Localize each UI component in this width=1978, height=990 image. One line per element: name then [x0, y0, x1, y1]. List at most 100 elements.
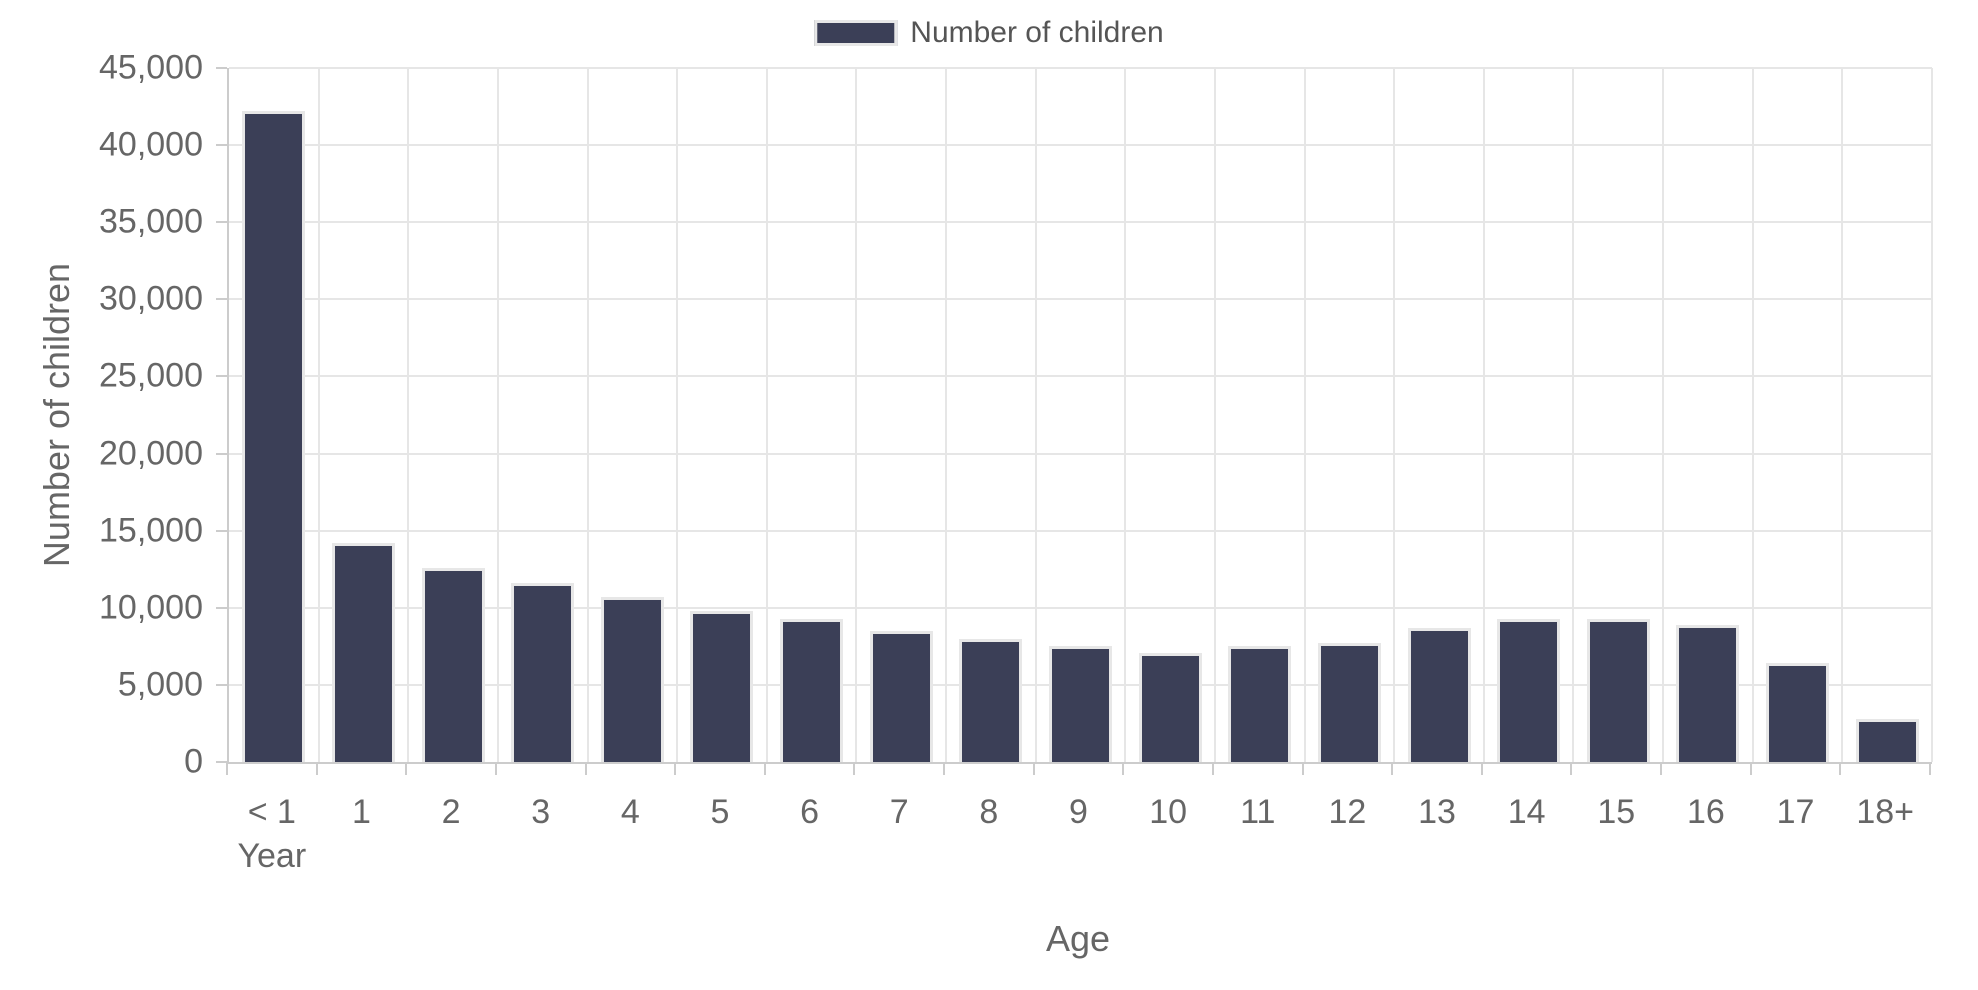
x-tick — [315, 762, 318, 775]
y-tick — [216, 452, 227, 455]
x-tick-label: 17 — [1776, 793, 1815, 831]
y-tick-label: 30,000 — [99, 279, 203, 318]
bar-age-14[interactable] — [1497, 619, 1561, 762]
x-tick-label: 4 — [620, 793, 640, 831]
legend-swatch — [814, 20, 898, 46]
x-tick — [1660, 762, 1663, 775]
x-axis-title: Age — [1045, 918, 1111, 959]
y-tick — [216, 529, 227, 532]
x-tick — [1301, 762, 1304, 775]
v-gridline — [496, 68, 499, 762]
x-tick — [1391, 762, 1394, 775]
x-tick — [763, 762, 766, 775]
x-tick — [1480, 762, 1483, 775]
x-tick — [1570, 762, 1573, 775]
bar-age-1[interactable] — [331, 543, 395, 762]
x-tick-label: 18+ — [1856, 793, 1915, 831]
v-gridline — [1482, 68, 1485, 762]
x-tick — [226, 762, 228, 775]
v-gridline — [1751, 68, 1754, 762]
x-tick-label: 10 — [1149, 793, 1188, 831]
y-tick — [216, 683, 227, 686]
v-gridline — [1213, 68, 1216, 762]
bar-age-16[interactable] — [1676, 625, 1740, 762]
bar-age-5[interactable] — [690, 611, 754, 762]
v-gridline — [676, 68, 679, 762]
y-tick — [216, 298, 227, 301]
v-gridline — [855, 68, 858, 762]
v-gridline — [1124, 68, 1127, 762]
h-gridline — [229, 529, 1932, 532]
y-tick-label: 25,000 — [99, 356, 203, 395]
bar-age-12[interactable] — [1317, 643, 1381, 762]
bar-age-8[interactable] — [959, 639, 1023, 762]
v-gridline — [317, 68, 320, 762]
bar-age-2[interactable] — [421, 568, 485, 762]
bar-age-6[interactable] — [780, 619, 844, 762]
h-gridline — [229, 452, 1932, 455]
y-tick-label: 5,000 — [117, 665, 203, 704]
v-gridline — [1303, 68, 1306, 762]
bar-age-10[interactable] — [1138, 653, 1202, 762]
h-gridline — [229, 221, 1932, 224]
bar-age-4[interactable] — [600, 597, 664, 762]
x-tick — [1122, 762, 1125, 775]
y-tick — [216, 375, 227, 378]
y-tick — [216, 606, 227, 609]
bar-age-<1[interactable] — [242, 111, 306, 762]
legend-label: Number of children — [910, 16, 1164, 49]
x-tick-label: 14 — [1507, 793, 1546, 831]
y-axis-labels: 0 5,000 10,000 15,000 20,000 25,000 30,000 35,0… — [0, 49, 203, 781]
v-gridline — [1034, 68, 1037, 762]
v-gridline — [1572, 68, 1575, 762]
y-tick-label: 15,000 — [99, 511, 203, 550]
x-tick — [1839, 762, 1842, 775]
y-tick — [216, 221, 227, 224]
y-tick-label: 10,000 — [99, 588, 203, 627]
y-tick-label: 0 — [184, 742, 203, 781]
v-gridline — [407, 68, 410, 762]
x-tick-label: 2 — [441, 793, 461, 831]
v-gridline — [586, 68, 589, 762]
x-tick — [1749, 762, 1752, 775]
v-gridline — [1393, 68, 1396, 762]
x-tick-label: 9 — [1069, 793, 1088, 831]
x-tick — [584, 762, 587, 775]
v-gridline — [945, 68, 948, 762]
h-gridline — [229, 298, 1932, 301]
bar-age-7[interactable] — [869, 631, 933, 762]
h-gridline — [229, 67, 1932, 69]
x-tick-label: 15 — [1597, 793, 1636, 831]
y-tick-label: 40,000 — [99, 125, 203, 164]
y-tick-label: 45,000 — [99, 48, 203, 87]
h-gridline — [229, 375, 1932, 378]
v-gridline — [1841, 68, 1844, 762]
h-gridline — [229, 144, 1932, 147]
bar-age-15[interactable] — [1586, 619, 1650, 762]
x-tick — [943, 762, 946, 775]
x-tick-label: 11 — [1240, 793, 1276, 831]
x-tick-label: 13 — [1418, 793, 1456, 831]
y-tick — [216, 67, 227, 69]
bar-age-18+[interactable] — [1855, 719, 1919, 762]
x-tick — [674, 762, 677, 775]
bar-age-3[interactable] — [511, 583, 575, 762]
x-tick-label: 8 — [979, 793, 999, 831]
x-tick — [1211, 762, 1214, 775]
y-tick-label: 35,000 — [99, 202, 203, 241]
bar-age-17[interactable] — [1766, 663, 1830, 762]
bar-age-13[interactable] — [1407, 628, 1471, 762]
bar-age-9[interactable] — [1049, 646, 1112, 762]
v-gridline — [765, 68, 768, 762]
x-tick — [1929, 762, 1931, 775]
x-tick-label: 7 — [889, 793, 909, 831]
v-gridline — [1931, 68, 1933, 762]
x-tick-label: 5 — [710, 793, 730, 831]
bar-age-11[interactable] — [1228, 646, 1292, 762]
x-tick — [1032, 762, 1035, 775]
x-tick — [853, 762, 856, 775]
plot-area — [227, 67, 1933, 764]
legend[interactable]: Number of children — [814, 16, 1164, 50]
x-tick — [405, 762, 408, 775]
